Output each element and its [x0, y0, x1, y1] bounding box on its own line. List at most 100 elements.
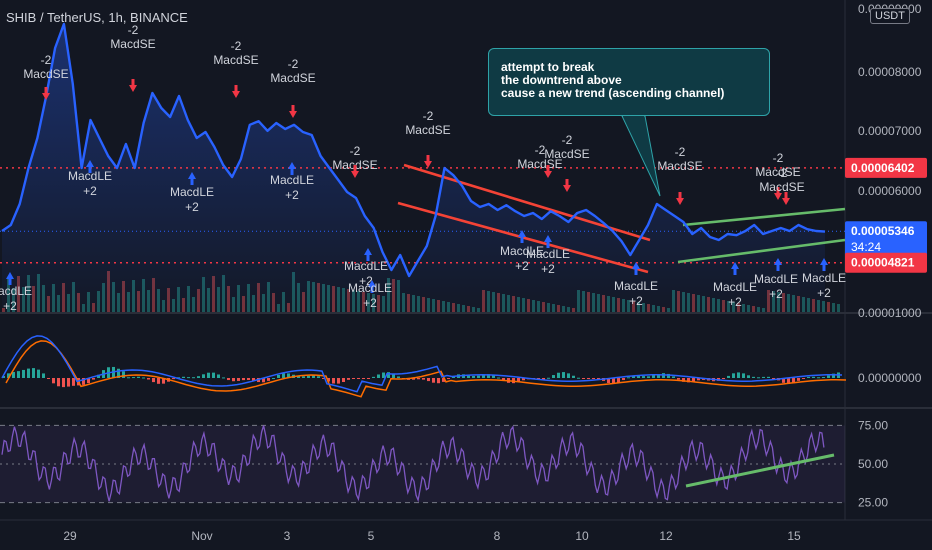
macd-histogram-bar	[587, 378, 590, 379]
support-label: 0.00004821	[851, 256, 915, 270]
macd-histogram-bar	[502, 378, 505, 381]
sell-arrow-icon	[42, 87, 50, 100]
macd-histogram-bar	[62, 378, 65, 388]
macd-histogram-bar	[482, 374, 485, 378]
buy-signal-value: +2	[3, 299, 17, 313]
rsi-band	[0, 425, 845, 503]
macd-histogram-bar	[67, 378, 70, 387]
buy-signal-label: MacdLE	[0, 284, 32, 298]
buy-signal-label: MacdLE	[500, 244, 544, 258]
sell-signal-value: -2	[41, 53, 52, 67]
macd-histogram-bar	[197, 376, 200, 378]
macd-histogram-bar	[817, 377, 820, 379]
macd-histogram-bar	[312, 375, 315, 378]
macd-histogram-bar	[832, 373, 835, 378]
macd-histogram-bar	[647, 376, 650, 378]
countdown-label: 34:24	[851, 240, 881, 254]
macd-histogram-bar	[517, 378, 520, 382]
macd-signal-line	[5, 340, 847, 398]
macd-histogram-bar	[582, 378, 585, 379]
macd-histogram-bar	[42, 373, 45, 378]
ascending-channel-upper-line	[682, 207, 846, 227]
macd-histogram-bar	[47, 378, 50, 379]
sell-signal-value: -2	[128, 23, 139, 37]
macd-histogram-bar	[672, 376, 675, 378]
buy-signal-label: MacdLE	[802, 271, 846, 285]
buy-arrow-icon	[188, 172, 196, 185]
buy-arrow-icon	[518, 230, 526, 243]
volume-bar	[837, 304, 840, 312]
sell-signal-value: -2	[562, 133, 573, 147]
macd-histogram-bar	[812, 376, 815, 378]
macd-histogram-bar	[667, 373, 670, 378]
sell-signal-label: MacdSE	[270, 71, 315, 85]
macd-pane	[1, 335, 847, 398]
macd-histogram-bar	[597, 378, 600, 379]
macd-histogram-bar	[297, 376, 300, 378]
macd-histogram-bar	[607, 378, 610, 383]
macd-histogram-bar	[472, 375, 475, 378]
macd-histogram-bar	[127, 377, 130, 379]
macd-histogram-bar	[552, 375, 555, 378]
sell-arrow-icon	[351, 165, 359, 178]
time-axis-tick: 29	[63, 529, 77, 543]
macd-histogram-bar	[57, 378, 60, 387]
macd-histogram-bar	[827, 375, 830, 378]
time-axis-tick: 12	[659, 529, 673, 543]
macd-histogram-bar	[477, 375, 480, 378]
macd-histogram-bar	[267, 378, 270, 381]
macd-histogram-bar	[657, 373, 660, 378]
macd-histogram-bar	[12, 372, 15, 378]
support-label-box	[845, 252, 927, 273]
buy-signal-value: +2	[629, 294, 643, 308]
macd-histogram-bar	[572, 375, 575, 378]
macd-histogram-bar	[97, 374, 100, 378]
buy-signal-value: +2	[185, 200, 199, 214]
price-axis: 0.000090000.000080000.000070000.00006000…	[845, 2, 927, 510]
buy-signal-label: MacdLE	[526, 247, 570, 261]
macd-histogram-bar	[162, 378, 165, 384]
price-series	[1, 22, 826, 278]
macd-histogram-bar	[87, 378, 90, 384]
macd-histogram-bar	[142, 377, 145, 379]
macd-histogram-bar	[247, 378, 250, 380]
buy-signal-label: MacdLE	[344, 259, 388, 273]
macd-histogram-bar	[617, 378, 620, 383]
macd-histogram-bar	[732, 373, 735, 378]
macd-histogram-bar	[177, 377, 180, 379]
callout-line-1: attempt to break	[501, 60, 595, 74]
macd-histogram-bar	[187, 377, 190, 379]
buy-signal-label: MacdLE	[270, 173, 314, 187]
macd-histogram-bar	[692, 378, 695, 382]
macd-histogram-bar	[652, 375, 655, 378]
macd-histogram-bar	[412, 378, 415, 380]
macd-histogram-bar	[682, 378, 685, 382]
sell-arrow-icon	[424, 155, 432, 168]
macd-histogram-bar	[317, 376, 320, 378]
buy-arrow-icon	[632, 262, 640, 275]
macd-histogram-bar	[357, 378, 360, 379]
macd-histogram-bar	[352, 378, 355, 379]
buy-arrow-icon	[731, 262, 739, 275]
sell-arrow-icon	[782, 192, 790, 205]
macd-histogram-bar	[422, 378, 425, 380]
trendlines	[397, 115, 846, 274]
currency-button[interactable]: USDT	[870, 8, 910, 24]
macd-histogram-bar	[762, 376, 765, 378]
macd-histogram-bar	[302, 376, 305, 378]
sell-signal-label: MacdSE	[544, 147, 589, 161]
macd-histogram-bar	[722, 378, 725, 379]
buy-arrow-icon	[364, 248, 372, 261]
macd-histogram-bar	[287, 373, 290, 378]
buy-signal-value: +2	[515, 259, 529, 273]
macd-histogram-bar	[792, 378, 795, 384]
signal-markers: -2MacdSE-2MacdSE-2MacdSE-2MacdSE-2MacdSE…	[0, 23, 846, 313]
macd-histogram-bar	[117, 368, 120, 378]
macd-histogram-bar	[272, 377, 275, 379]
callout-line-3: cause a new trend (ascending channel)	[501, 86, 725, 100]
macd-axis-tick: 0.00000000	[858, 371, 922, 385]
time-axis-tick: 10	[575, 529, 589, 543]
buy-signal-label: MacdLE	[68, 169, 112, 183]
macd-histogram-bar	[737, 372, 740, 378]
